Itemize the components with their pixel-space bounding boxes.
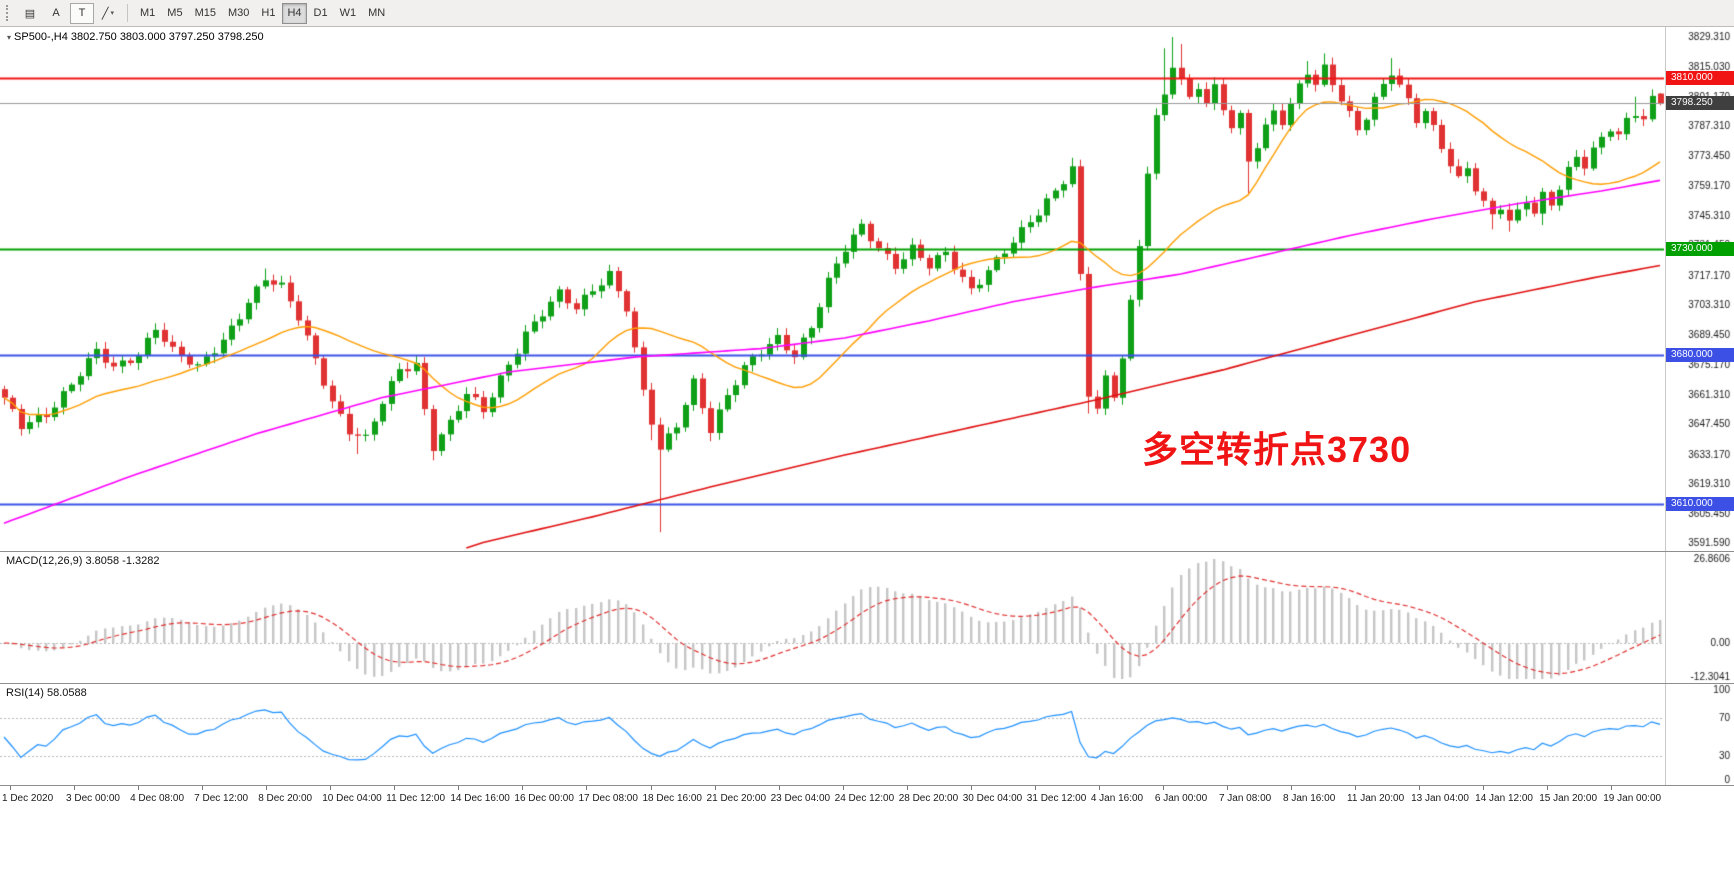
time-axis-label: 1 Dec 2020 [2,793,54,804]
chart-annotation-text[interactable]: 多空转折点3730 [1142,429,1412,470]
time-axis[interactable]: 1 Dec 2020 3 Dec 00:00 4 Dec 08:00 7 Dec 12… [0,786,1734,810]
time-axis-tick [778,786,780,790]
time-axis-label: 16 Dec 00:00 [514,793,574,804]
macd-indicator-pane: MACD(12,26,9) 3.8058 -1.3282 [0,552,1734,684]
time-axis-tick [714,786,716,790]
time-axis-label: 11 Jan 20:00 [1347,793,1405,804]
timeframe-button-mn[interactable]: MN [363,3,390,24]
time-axis-label: 14 Jan 12:00 [1475,793,1533,804]
pane-separator[interactable] [0,551,1734,552]
timeframe-button-h4[interactable]: H4 [282,2,307,24]
timeframe-buttons-group: M1 M5 M15 M30 H1 H4 D1 W1 MN [135,2,390,24]
time-axis-tick [1034,786,1036,790]
time-axis-tick [10,786,11,790]
time-axis-tick [1547,786,1549,790]
time-axis-label: 21 Dec 20:00 [706,793,767,804]
time-axis-tick [1162,786,1164,790]
price-tag-3730.000: 3730.000 [1666,241,1734,256]
time-axis-tick [74,786,76,790]
time-axis-label: 4 Jan 16:00 [1090,793,1144,804]
timeframe-button-w1[interactable]: W1 [335,3,362,24]
time-axis-tick [650,786,652,790]
time-axis-label: 19 Jan 00:00 [1603,793,1662,804]
time-axis-label: 24 Dec 12:00 [834,793,895,804]
time-axis-tick [1291,786,1292,790]
tool-button-cursor[interactable]: ▤ [18,3,42,24]
timeframe-button-d1[interactable]: D1 [309,3,333,24]
bottom-filler [0,810,1734,894]
time-axis-tick [842,786,844,790]
tool-button-draw[interactable]: ╱ ▾ [96,3,120,24]
rsi-indicator-pane: RSI(14) 58.0588 [0,684,1734,786]
time-axis-label: 15 Jan 20:00 [1539,793,1598,804]
time-axis-label: 28 Dec 20:00 [898,793,959,804]
dropdown-caret-icon: ▾ [110,10,115,17]
time-axis-label: 4 Dec 08:00 [130,793,185,804]
timeframe-button-h1[interactable]: H1 [256,3,280,24]
price-tag-3810.000: 3810.000 [1666,71,1734,86]
time-axis-tick [1226,786,1228,790]
time-axis-tick [1483,786,1485,790]
timeframe-button-m30[interactable]: M30 [223,3,254,24]
annotation-tools-group: ▤ A T ╱ ▾ [18,2,120,24]
chart-title-text: SP500-,H4 3802.750 3803.000 3797.250 379… [14,31,264,43]
rsi-canvas[interactable] [0,684,1734,786]
time-axis-label: 8 Dec 20:00 [258,793,313,804]
timeframe-button-m5[interactable]: M5 [162,3,187,24]
time-axis-tick [1355,786,1357,790]
price-tag-3610.000: 3610.000 [1666,497,1734,512]
time-axis-tick [138,786,140,790]
time-axis-tick [458,786,460,790]
tool-button-text-frame[interactable]: T [70,2,94,24]
time-axis-label: 23 Dec 04:00 [770,793,831,804]
time-axis-label: 14 Dec 16:00 [450,793,510,804]
time-axis-label: 31 Dec 12:00 [1026,793,1087,804]
time-axis-tick [266,786,268,790]
pane-separator[interactable] [0,683,1734,684]
time-axis-label: 7 Jan 08:00 [1218,793,1272,804]
macd-label: MACD(12,26,9) 3.8058 -1.3282 [6,555,160,567]
timeframe-button-m15[interactable]: M15 [190,3,221,24]
timeframe-button-m1[interactable]: M1 [135,3,160,24]
time-axis-tick [202,786,204,790]
time-axis-label: 11 Dec 12:00 [386,793,446,804]
last-price-tag: 3798.250 [1666,96,1734,111]
time-axis-label: 10 Dec 04:00 [322,793,382,804]
time-axis-label: 8 Jan 16:00 [1283,793,1336,804]
chart-shift-marker-icon: ▾ [7,33,12,42]
time-axis-tick [1611,786,1613,790]
time-axis-tick [522,786,524,790]
time-axis-tick [586,786,588,790]
time-axis-tick [906,786,908,790]
time-axis-label: 17 Dec 08:00 [578,793,638,804]
time-axis-label: 7 Dec 12:00 [194,793,249,804]
time-axis-label: 18 Dec 16:00 [642,793,703,804]
toolbar-separator [127,4,128,22]
main-chart-canvas[interactable] [0,27,1734,552]
toolbar-grip[interactable] [6,5,12,21]
macd-canvas[interactable] [0,552,1734,684]
main-chart-pane: ▾ SP500-,H4 3802.750 3803.000 3797.250 37… [0,27,1734,552]
rsi-label: RSI(14) 58.0588 [6,687,87,699]
chart-title: ▾ SP500-,H4 3802.750 3803.000 3797.250 37… [7,31,264,43]
price-axis-separator [1665,27,1666,786]
toolbar: ▤ A T ╱ ▾ M1 M5 M15 M30 H1 H4 D1 W1 MN [0,0,1734,27]
time-axis-label: 6 Jan 00:00 [1154,793,1208,804]
tool-button-annotate-a[interactable]: A [44,3,68,24]
time-axis-tick [970,786,972,790]
price-tag-3680.000: 3680.000 [1666,347,1734,362]
time-axis-label: 3 Dec 00:00 [66,793,120,804]
time-axis-label: 30 Dec 04:00 [962,793,1023,804]
time-axis-tick [394,786,396,790]
pane-separator [0,785,1734,786]
time-axis-tick [1419,786,1421,790]
time-axis-tick [330,786,332,790]
time-axis-tick [1098,786,1100,790]
time-axis-label: 13 Jan 04:00 [1411,793,1469,804]
